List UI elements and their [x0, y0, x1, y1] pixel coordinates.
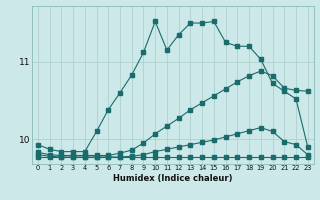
X-axis label: Humidex (Indice chaleur): Humidex (Indice chaleur) — [113, 174, 233, 183]
